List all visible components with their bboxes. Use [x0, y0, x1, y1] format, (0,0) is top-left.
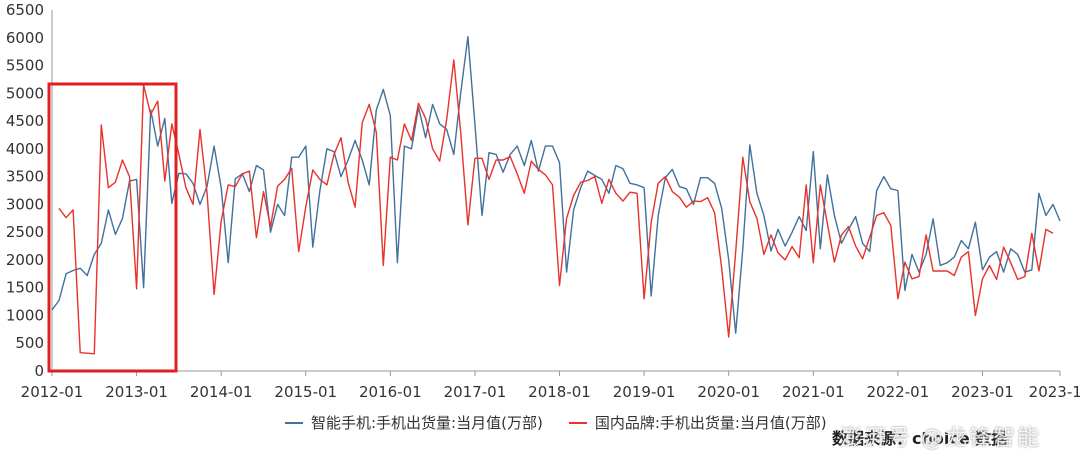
x-tick-label: 2013-01 — [105, 383, 168, 401]
x-tick-label: 2018-01 — [528, 383, 591, 401]
x-tick-label: 2017-01 — [444, 383, 507, 401]
y-tick-label: 3000 — [6, 195, 44, 213]
legend-swatch-smartphone — [285, 421, 303, 424]
y-tick-label: 1500 — [6, 279, 44, 297]
x-tick-label: 2021-01 — [782, 383, 845, 401]
legend-label-domestic: 国内品牌:手机出货量:当月值(万部) — [594, 414, 827, 432]
y-tick-label: 4000 — [6, 140, 44, 158]
legend-label-smartphone: 智能手机:手机出货量:当月值(万部) — [311, 414, 543, 432]
x-tick-label: 2023-01 — [951, 383, 1014, 401]
watermark: 澎湃号 @龙锋智能 — [840, 426, 1041, 451]
y-tick-label: 6000 — [6, 29, 44, 47]
y-tick-label: 2500 — [6, 223, 44, 241]
y-tick-label: 4500 — [6, 112, 44, 130]
y-tick-label: 6500 — [6, 1, 44, 19]
series-line-domestic — [58, 59, 1054, 355]
legend-swatch-domestic — [568, 421, 587, 424]
y-tick-label: 5500 — [6, 57, 44, 75]
source-note: 数据来源：choice 数据 — [832, 429, 1008, 448]
series-line-smartphone — [51, 36, 1061, 334]
x-tick-label: 2022-01 — [867, 383, 930, 401]
y-tick-label: 1000 — [6, 306, 44, 324]
y-tick-label: 0 — [34, 362, 44, 380]
legend-item-domestic: 国内品牌:手机出货量:当月值(万部) — [568, 412, 827, 433]
y-tick-label: 2000 — [6, 251, 44, 269]
legend-item-smartphone: 智能手机:手机出货量:当月值(万部) — [285, 412, 543, 433]
y-tick-label: 5000 — [6, 84, 44, 102]
y-tick-label: 3500 — [6, 168, 44, 186]
x-tick-label: 2016-01 — [359, 383, 422, 401]
y-tick-label: 500 — [15, 334, 44, 352]
x-tick-label: 2019-01 — [613, 383, 676, 401]
x-tick-label: 2012-01 — [21, 383, 84, 401]
x-tick-label: 2023-12 — [1029, 383, 1080, 401]
x-tick-label: 2014-01 — [190, 383, 253, 401]
line-chart: 0 500 1000 1500 2000 2500 3000 3500 4000 4500 5000… — [6, 1, 1080, 401]
highlight-box — [47, 82, 178, 373]
x-tick-label: 2015-01 — [274, 383, 337, 401]
legend: 智能手机:手机出货量:当月值(万部) 国内品牌:手机出货量:当月值(万部) — [285, 412, 827, 433]
x-tick-label: 2020-01 — [697, 383, 760, 401]
